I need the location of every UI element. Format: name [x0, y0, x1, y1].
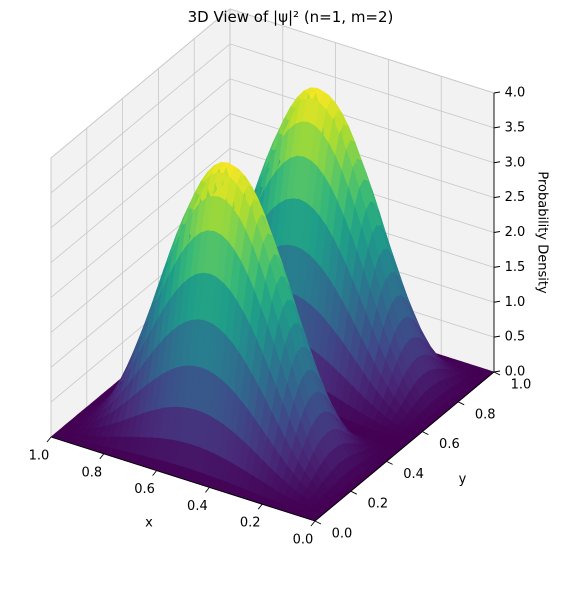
x-tick-label-4: 0.8	[81, 465, 102, 480]
z-tick-8	[493, 91, 501, 94]
y-tick-0	[314, 520, 322, 525]
gridline-z-5	[50, 113, 495, 263]
x-tick-4	[99, 453, 105, 460]
x-tick-0	[310, 520, 316, 527]
z-tick-7	[493, 126, 501, 129]
x-tick-label-5: 1.0	[29, 449, 50, 464]
gridline-z-4	[50, 148, 495, 298]
y-tick-label-4: 0.8	[475, 407, 496, 422]
z-tick-label-8: 4.0	[505, 86, 526, 101]
chart-title: 3D View of |ψ|² (n=1, m=2)	[187, 8, 394, 26]
z-tick-5	[493, 196, 501, 199]
y-tick-label-3: 0.6	[439, 437, 460, 452]
x-axis-label: x	[145, 516, 153, 531]
x-tick-label-0: 0.0	[293, 533, 314, 548]
z-tick-label-2: 1.0	[505, 295, 526, 310]
z-tick-label-5: 2.5	[505, 190, 526, 205]
y-tick-4	[457, 401, 465, 406]
z-tick-0	[493, 370, 501, 373]
z-tick-label-6: 3.0	[505, 155, 526, 170]
z-axis-label: Probability Density	[535, 171, 550, 294]
y-tick-3	[422, 431, 429, 436]
y-axis-label: y	[459, 472, 467, 487]
x-tick-label-3: 0.6	[134, 482, 155, 497]
x-tick-5	[46, 436, 52, 443]
z-tick-label-3: 1.5	[505, 260, 526, 275]
z-tick-label-1: 0.5	[505, 330, 526, 345]
z-tick-label-0: 0.0	[505, 365, 526, 380]
z-tick-3	[493, 265, 501, 268]
x-tick-2	[205, 487, 210, 493]
gridline-z-7	[50, 43, 495, 194]
y-tick-label-1: 0.2	[367, 497, 388, 512]
x-tick-1	[257, 503, 263, 510]
x-tick-label-1: 0.2	[240, 516, 261, 531]
axes: 0.00.20.40.60.81.00.00.20.40.60.81.00.00…	[29, 86, 550, 548]
x-tick-label-2: 0.4	[187, 499, 208, 514]
z-tick-6	[493, 161, 501, 164]
z-tick-1	[493, 335, 501, 338]
y-tick-2	[386, 460, 393, 465]
y-tick-label-5: 1.0	[511, 378, 532, 393]
y-tick-label-0: 0.0	[332, 527, 353, 542]
y-tick-1	[350, 490, 358, 495]
y-axis-line	[314, 371, 495, 522]
y-tick-label-2: 0.4	[403, 467, 424, 482]
z-tick-label-7: 3.5	[505, 120, 526, 135]
z-tick-label-4: 2.0	[505, 225, 526, 240]
gridline-z-6	[50, 78, 495, 229]
gridline-z-8	[50, 8, 495, 159]
x-axis-line	[50, 436, 316, 522]
z-tick-4	[493, 231, 501, 233]
z-tick-2	[493, 300, 501, 303]
y-tick-5	[493, 371, 501, 376]
x-tick-3	[152, 470, 157, 476]
